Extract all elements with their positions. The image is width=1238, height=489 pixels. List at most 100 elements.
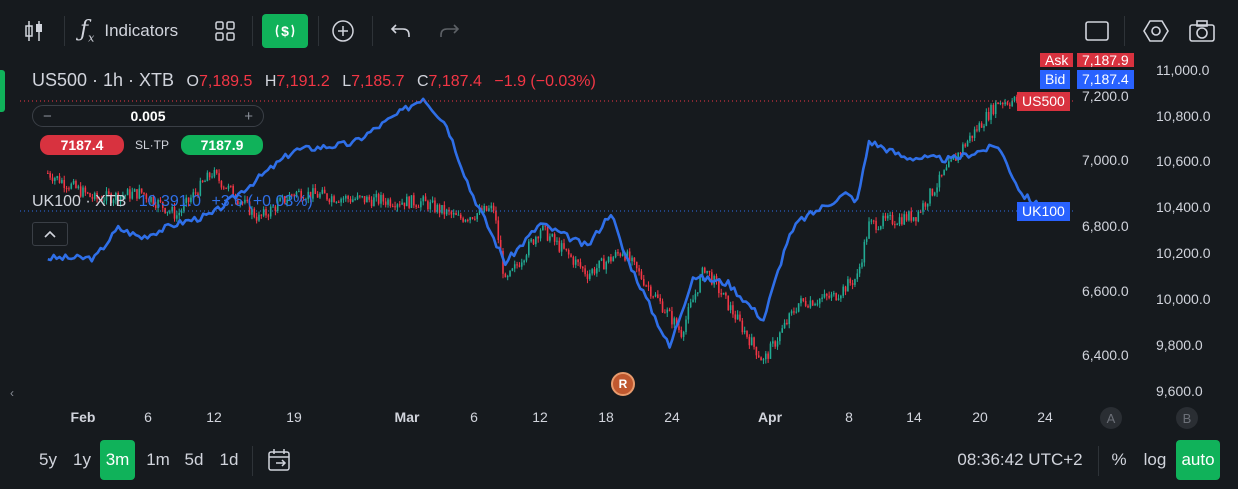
candle <box>89 193 91 198</box>
candle <box>161 201 164 208</box>
candle <box>959 152 962 154</box>
candle <box>743 330 746 333</box>
percent-scale-toggle[interactable]: % <box>1111 450 1127 469</box>
candle <box>152 196 155 206</box>
main-change: −1.9 (−0.03%) <box>494 73 596 90</box>
candle <box>675 318 678 327</box>
increase-quantity-button[interactable]: + <box>244 107 253 125</box>
candle <box>105 191 108 201</box>
sltp-button[interactable]: SL·TP <box>135 138 170 152</box>
candle <box>950 159 952 162</box>
collapse-legend-button[interactable] <box>32 222 68 246</box>
uk100-line <box>47 97 1045 349</box>
candle <box>213 169 216 177</box>
candle <box>227 185 230 189</box>
candle <box>985 111 988 126</box>
indicators-label: Indicators <box>104 21 179 40</box>
candle <box>248 201 251 215</box>
log-scale-toggle[interactable]: log <box>1143 450 1167 469</box>
us500-axis-tick: 7,200.0 <box>1082 88 1129 104</box>
candle <box>314 188 317 194</box>
range-1m-button[interactable]: 1m <box>146 450 170 469</box>
candle <box>145 194 148 200</box>
candle <box>567 249 570 255</box>
candle <box>879 226 882 230</box>
candle <box>668 309 671 312</box>
candle <box>497 220 500 240</box>
sell-button[interactable]: 7187.4 <box>40 135 124 155</box>
candle <box>584 268 586 275</box>
fullscreen-icon[interactable] <box>1082 14 1112 48</box>
candle <box>415 205 417 207</box>
candle <box>797 303 800 312</box>
range-1d-button[interactable]: 1d <box>219 450 239 469</box>
camera-icon[interactable] <box>1186 14 1218 48</box>
candle <box>563 243 565 249</box>
left-panel-tab[interactable] <box>0 70 5 112</box>
uk100-axis-tick: 10,600.0 <box>1156 153 1211 169</box>
candle <box>211 176 213 178</box>
candle <box>635 261 638 269</box>
candle <box>840 295 842 299</box>
candle <box>776 341 779 347</box>
candle <box>795 311 798 313</box>
clock-timezone[interactable]: 08:36:42 UTC+2 <box>957 450 1083 469</box>
layout-grid-icon[interactable] <box>210 14 240 48</box>
candle <box>457 214 460 216</box>
candle <box>652 296 654 298</box>
candle <box>359 195 361 197</box>
auto-scale-toggle[interactable]: auto <box>1176 440 1220 480</box>
candle <box>809 300 812 308</box>
candle <box>445 209 448 215</box>
decrease-quantity-button[interactable]: − <box>43 107 52 125</box>
candle <box>337 201 340 203</box>
quantity-value[interactable]: 0.005 <box>130 108 166 124</box>
candle <box>861 262 863 267</box>
candle <box>131 191 134 199</box>
candle <box>436 204 439 212</box>
candle <box>966 141 969 147</box>
candle <box>110 193 112 203</box>
axis-b-badge[interactable]: B <box>1176 407 1198 429</box>
range-1y-button[interactable]: 1y <box>73 450 91 469</box>
redo-icon[interactable] <box>434 14 464 48</box>
candle <box>464 219 467 222</box>
candle <box>194 192 197 194</box>
candle <box>492 205 495 211</box>
trading-toggle-button[interactable]: $ <box>262 14 308 48</box>
candle <box>837 298 840 301</box>
indicators-button[interactable]: ƒx Indicators <box>76 14 198 48</box>
toolbar-divider <box>372 16 373 46</box>
candle <box>504 273 507 278</box>
candle <box>422 196 425 202</box>
candle <box>671 311 673 325</box>
candle <box>323 189 326 194</box>
candlestick-chart-type-icon[interactable] <box>16 14 52 48</box>
x-axis-tick: 12 <box>532 409 548 425</box>
candle <box>647 285 650 287</box>
dollar-signal-icon: $ <box>275 23 295 39</box>
axis-a-badge[interactable]: A <box>1100 407 1122 429</box>
candle <box>187 197 190 202</box>
settings-hexagon-icon[interactable] <box>1140 14 1172 48</box>
candle <box>220 180 223 188</box>
uk100-axis-tick: 10,800.0 <box>1156 108 1211 124</box>
candle <box>469 217 471 221</box>
range-5y-button[interactable]: 5y <box>39 450 57 469</box>
undo-icon[interactable] <box>386 14 416 48</box>
candle <box>830 294 833 298</box>
buy-button[interactable]: 7187.9 <box>181 135 263 155</box>
range-5d-button[interactable]: 5d <box>184 450 204 469</box>
collapse-left-arrow-icon[interactable]: ‹ <box>10 386 14 400</box>
candle <box>112 200 115 203</box>
quantity-stepper[interactable]: − 0.005 + <box>32 105 264 127</box>
goto-date-icon[interactable] <box>265 440 295 480</box>
event-marker-r[interactable]: R <box>611 372 635 396</box>
candle <box>361 196 364 198</box>
range-3m-button[interactable]: 3m <box>100 440 135 480</box>
candle <box>685 319 687 333</box>
add-compare-icon[interactable] <box>328 14 358 48</box>
candle <box>394 206 396 208</box>
candle <box>401 202 403 205</box>
